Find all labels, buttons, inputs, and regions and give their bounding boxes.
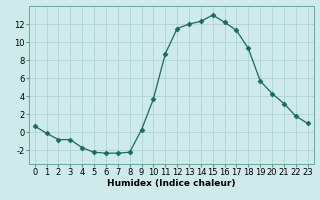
X-axis label: Humidex (Indice chaleur): Humidex (Indice chaleur) <box>107 179 236 188</box>
